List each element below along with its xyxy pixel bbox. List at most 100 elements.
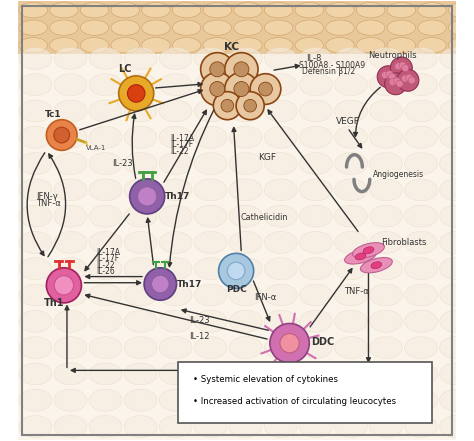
Ellipse shape: [19, 126, 52, 148]
Ellipse shape: [418, 20, 446, 35]
Ellipse shape: [440, 74, 473, 96]
Circle shape: [408, 77, 415, 84]
Ellipse shape: [326, 37, 354, 53]
Ellipse shape: [229, 258, 262, 280]
Ellipse shape: [54, 100, 87, 122]
Text: IL-22: IL-22: [170, 147, 189, 156]
Ellipse shape: [264, 258, 297, 280]
Ellipse shape: [142, 3, 170, 18]
Text: IFN-α: IFN-α: [255, 293, 277, 302]
Text: Fibroblasts: Fibroblasts: [382, 238, 427, 247]
Ellipse shape: [89, 153, 122, 175]
Ellipse shape: [405, 415, 438, 437]
Circle shape: [402, 64, 409, 71]
Ellipse shape: [19, 415, 52, 437]
Circle shape: [395, 63, 402, 70]
Ellipse shape: [159, 336, 192, 359]
Ellipse shape: [387, 37, 416, 53]
Ellipse shape: [370, 363, 402, 385]
Ellipse shape: [300, 389, 332, 411]
Ellipse shape: [300, 258, 332, 280]
Ellipse shape: [19, 3, 47, 18]
Circle shape: [201, 52, 234, 86]
Ellipse shape: [360, 258, 392, 273]
Text: IL-17F: IL-17F: [170, 140, 193, 149]
Ellipse shape: [229, 153, 262, 175]
Circle shape: [250, 74, 281, 105]
Ellipse shape: [159, 47, 192, 69]
Ellipse shape: [80, 20, 109, 35]
Text: IL-17A: IL-17A: [170, 134, 194, 143]
Text: IL-12: IL-12: [189, 332, 210, 341]
Ellipse shape: [405, 363, 438, 385]
Ellipse shape: [264, 20, 293, 35]
Ellipse shape: [203, 20, 231, 35]
Ellipse shape: [159, 153, 192, 175]
Circle shape: [399, 62, 406, 69]
Text: IL-17F: IL-17F: [96, 254, 119, 263]
FancyBboxPatch shape: [18, 1, 456, 54]
Ellipse shape: [418, 3, 446, 18]
Circle shape: [54, 127, 70, 143]
Circle shape: [270, 324, 310, 363]
Ellipse shape: [405, 336, 438, 359]
Circle shape: [385, 73, 407, 95]
Circle shape: [228, 262, 245, 280]
Text: IL-26: IL-26: [96, 267, 115, 277]
Ellipse shape: [19, 74, 52, 96]
Ellipse shape: [50, 3, 78, 18]
Ellipse shape: [370, 232, 402, 254]
Text: • Systemic elevation of cytokines: • Systemic elevation of cytokines: [193, 375, 338, 384]
Ellipse shape: [264, 179, 297, 201]
FancyBboxPatch shape: [18, 54, 456, 440]
Ellipse shape: [405, 389, 438, 411]
Ellipse shape: [54, 74, 87, 96]
Ellipse shape: [159, 74, 192, 96]
FancyBboxPatch shape: [178, 363, 432, 423]
Ellipse shape: [370, 126, 402, 148]
Ellipse shape: [264, 310, 297, 332]
Ellipse shape: [124, 126, 157, 148]
Circle shape: [152, 275, 169, 293]
Ellipse shape: [326, 20, 354, 35]
Circle shape: [201, 72, 234, 106]
Ellipse shape: [89, 336, 122, 359]
Ellipse shape: [19, 179, 52, 201]
Ellipse shape: [335, 310, 367, 332]
Ellipse shape: [54, 47, 87, 69]
Ellipse shape: [159, 258, 192, 280]
Ellipse shape: [124, 74, 157, 96]
Ellipse shape: [19, 20, 47, 35]
Ellipse shape: [264, 3, 293, 18]
Ellipse shape: [440, 47, 473, 69]
Ellipse shape: [300, 284, 332, 306]
Ellipse shape: [370, 74, 402, 96]
Ellipse shape: [89, 47, 122, 69]
Ellipse shape: [173, 3, 201, 18]
Ellipse shape: [300, 415, 332, 437]
Text: IL-23: IL-23: [189, 317, 210, 325]
Ellipse shape: [440, 336, 473, 359]
Ellipse shape: [124, 389, 157, 411]
Ellipse shape: [264, 389, 297, 411]
Ellipse shape: [50, 20, 78, 35]
Ellipse shape: [54, 232, 87, 254]
Ellipse shape: [229, 100, 262, 122]
Ellipse shape: [89, 232, 122, 254]
Ellipse shape: [405, 284, 438, 306]
Ellipse shape: [387, 20, 416, 35]
Text: Tc1: Tc1: [45, 110, 61, 119]
Ellipse shape: [356, 37, 385, 53]
Ellipse shape: [194, 126, 227, 148]
Ellipse shape: [89, 74, 122, 96]
Ellipse shape: [54, 336, 87, 359]
Circle shape: [118, 76, 154, 111]
Ellipse shape: [264, 37, 293, 53]
Text: VEGF: VEGF: [336, 117, 359, 126]
Ellipse shape: [173, 37, 201, 53]
Circle shape: [213, 92, 241, 120]
Ellipse shape: [159, 126, 192, 148]
Ellipse shape: [234, 37, 262, 53]
Ellipse shape: [124, 232, 157, 254]
Ellipse shape: [264, 74, 297, 96]
